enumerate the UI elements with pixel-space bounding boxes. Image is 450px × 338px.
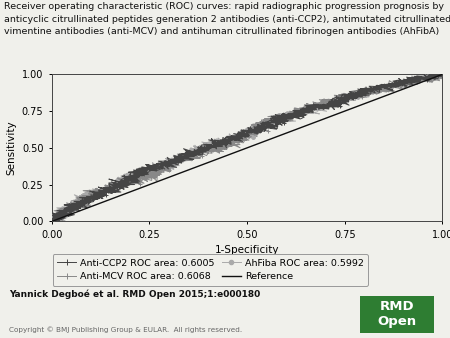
Text: RMD
Open: RMD Open	[378, 300, 417, 328]
Legend: Anti-CCP2 ROC area: 0.6005, Anti-MCV ROC area: 0.6068, AhFiba ROC area: 0.5992, : Anti-CCP2 ROC area: 0.6005, Anti-MCV ROC…	[53, 254, 368, 286]
Y-axis label: Sensitivity: Sensitivity	[6, 121, 16, 175]
Text: Yannick Degboé et al. RMD Open 2015;1:e000180: Yannick Degboé et al. RMD Open 2015;1:e0…	[9, 290, 260, 299]
Text: Copyright © BMJ Publishing Group & EULAR.  All rights reserved.: Copyright © BMJ Publishing Group & EULAR…	[9, 326, 242, 333]
X-axis label: 1-Specificity: 1-Specificity	[215, 245, 279, 255]
Text: anticyclic citrullinated peptides generation 2 antibodies (anti-CCP2), antimutat: anticyclic citrullinated peptides genera…	[4, 15, 450, 24]
Text: Receiver operating characteristic (ROC) curves: rapid radiographic progression p: Receiver operating characteristic (ROC) …	[4, 2, 445, 11]
Text: vimentine antibodies (anti-MCV) and antihuman citrullinated fibrinogen antibodie: vimentine antibodies (anti-MCV) and anti…	[4, 27, 440, 37]
